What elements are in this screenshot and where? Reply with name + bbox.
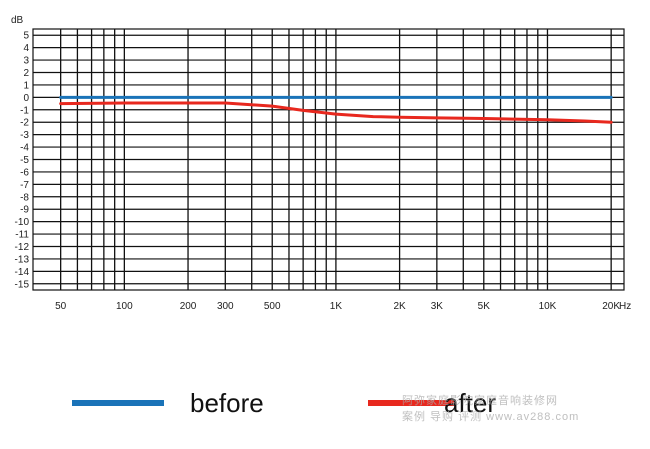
legend-label-after: after xyxy=(444,387,497,418)
x-tick-label: 300 xyxy=(217,301,234,312)
x-axis-unit: Hz xyxy=(619,301,631,312)
x-tick-label: 1K xyxy=(330,301,343,312)
y-tick-label: 2 xyxy=(23,68,29,79)
x-tick-label: 200 xyxy=(180,301,197,312)
x-tick-label: 2K xyxy=(393,301,406,312)
x-axis-labels: 50 100 200 300 500 1K 2K 3K 5K 10K 20K xyxy=(55,301,620,312)
watermark-line-1: 阿弥家庭影院家庭音响装修网 xyxy=(402,395,558,407)
y-tick-label: 3 xyxy=(23,56,29,67)
vertical-grid xyxy=(32,28,625,291)
y-tick-label: -2 xyxy=(20,118,29,129)
x-tick-label: 500 xyxy=(264,301,281,312)
y-tick-label: -11 xyxy=(15,230,29,241)
y-tick-label: -4 xyxy=(20,143,29,154)
y-axis-labels: 54 321 0-1 -2-3 -4-5-6 -7-8 -9-10 -11-12-13 -14-… xyxy=(15,31,30,291)
x-tick-label: 10K xyxy=(539,301,557,312)
y-tick-label: 1 xyxy=(23,80,29,91)
legend-item-before: before xyxy=(72,383,264,423)
y-tick-label: -13 xyxy=(15,254,30,265)
y-tick-label: -12 xyxy=(15,242,30,253)
x-tick-label: 50 xyxy=(55,301,67,312)
y-tick-label: -8 xyxy=(20,192,29,203)
y-tick-label: -9 xyxy=(20,205,29,216)
y-tick-label: -10 xyxy=(15,217,30,228)
x-tick-label: 3K xyxy=(431,301,444,312)
y-tick-label: -5 xyxy=(20,155,29,166)
legend-label-before: before xyxy=(190,387,264,418)
x-tick-label: 5K xyxy=(478,301,491,312)
legend-item-after: after xyxy=(368,383,496,423)
y-tick-label: 5 xyxy=(23,31,29,42)
y-tick-label: -15 xyxy=(15,279,30,290)
legend-swatch-after xyxy=(368,400,456,406)
x-tick-label: 100 xyxy=(116,301,133,312)
y-tick-label: 0 xyxy=(23,93,29,104)
x-tick-label: 20K xyxy=(602,301,620,312)
horizontal-grid xyxy=(33,34,624,285)
y-axis-unit: dB xyxy=(11,15,24,26)
y-tick-label: -7 xyxy=(20,180,29,191)
y-tick-label: -6 xyxy=(20,167,29,178)
legend-swatch-before xyxy=(72,400,164,406)
y-tick-label: -1 xyxy=(20,105,29,116)
series-line-after xyxy=(59,101,613,124)
watermark: 阿弥家庭影院家庭音响装修网 案例 导购 评测 www.av288.com xyxy=(402,393,642,425)
watermark-line-2: 案例 导购 评测 www.av288.com xyxy=(402,411,580,423)
y-tick-label: 4 xyxy=(23,43,29,54)
series-lines xyxy=(59,95,613,124)
y-tick-label: -14 xyxy=(15,267,30,278)
y-tick-label: -3 xyxy=(20,130,29,141)
plot-frame xyxy=(32,28,625,291)
frequency-response-chart: 54 321 0-1 -2-3 -4-5-6 -7-8 -9-10 -11-12-13 -14-… xyxy=(11,15,631,312)
